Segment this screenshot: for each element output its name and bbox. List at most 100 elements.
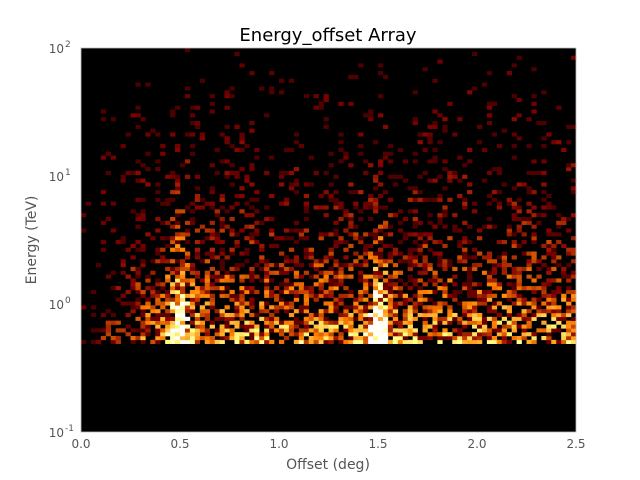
heatmap-cell: [516, 301, 522, 306]
heatmap-cell: [160, 282, 166, 287]
heatmap-cell: [417, 312, 423, 318]
heatmap-cell: [105, 216, 111, 222]
heatmap-cell: [274, 286, 280, 291]
heatmap-cell: [298, 286, 305, 291]
heatmap-cell: [184, 301, 191, 306]
heatmap-cell: [229, 247, 235, 252]
heatmap-cell: [378, 332, 384, 337]
heatmap-cell: [204, 339, 210, 344]
heatmap-cell: [239, 136, 245, 141]
heatmap-cell: [536, 312, 542, 318]
heatmap-cell: [546, 243, 552, 248]
heatmap-cell: [323, 117, 329, 122]
heatmap-cell: [234, 266, 240, 272]
heatmap-cell: [432, 320, 438, 325]
heatmap-cell: [496, 263, 503, 268]
heatmap-cell: [378, 339, 384, 344]
heatmap-cell: [338, 320, 344, 325]
heatmap-cell: [165, 339, 171, 344]
x-axis-ticks: 0.0 0.5 1.0 1.5 2.0 2.5: [71, 437, 585, 451]
heatmap-cell: [254, 228, 260, 233]
heatmap-cell: [204, 301, 210, 306]
heatmap-cell: [160, 320, 166, 325]
heatmap-cell: [170, 332, 176, 337]
heatmap-cell: [239, 228, 245, 233]
heatmap-cell: [447, 178, 453, 183]
heatmap-cell: [506, 232, 512, 237]
heatmap-cell: [531, 190, 537, 195]
heatmap-cell: [526, 170, 532, 176]
heatmap-cell: [229, 228, 235, 233]
heatmap-cell: [491, 190, 498, 195]
heatmap-cell: [184, 263, 191, 268]
heatmap-cell: [472, 282, 478, 287]
heatmap-cell: [363, 332, 369, 337]
heatmap-cell: [229, 289, 235, 295]
heatmap-cell: [412, 232, 418, 237]
heatmap-cell: [194, 255, 201, 260]
heatmap-cell: [348, 312, 354, 318]
heatmap-cell: [506, 201, 512, 206]
heatmap-cell: [234, 174, 240, 179]
heatmap-cell: [175, 301, 181, 306]
heatmap-cell: [566, 328, 572, 333]
heatmap-cell: [100, 190, 107, 195]
heatmap-cell: [115, 339, 121, 344]
heatmap-cell: [343, 155, 349, 160]
heatmap-cell: [293, 320, 300, 325]
heatmap-cell: [283, 324, 290, 329]
heatmap-cell: [343, 320, 349, 325]
heatmap-cell: [566, 247, 572, 252]
heatmap-cell: [462, 266, 468, 272]
heatmap-cell: [170, 339, 176, 344]
heatmap-cell: [392, 312, 399, 318]
heatmap-cell: [155, 336, 161, 341]
heatmap-cell: [496, 201, 503, 206]
heatmap-cell: [140, 117, 146, 122]
heatmap-cell: [219, 278, 225, 283]
heatmap-cell: [333, 228, 339, 233]
heatmap-cell: [283, 278, 290, 283]
heatmap-cell: [170, 170, 176, 176]
heatmap-cell: [551, 312, 557, 318]
heatmap-cell: [387, 159, 394, 164]
heatmap-cell: [229, 86, 235, 91]
heatmap-cell: [328, 232, 334, 237]
heatmap-cell: [382, 309, 389, 314]
heatmap-cell: [422, 243, 428, 248]
heatmap-cell: [249, 286, 255, 291]
heatmap-cell: [496, 190, 503, 195]
heatmap-cell: [422, 266, 428, 272]
heatmap-cell: [204, 293, 210, 298]
heatmap-cell: [571, 236, 577, 241]
heatmap-cell: [249, 320, 255, 325]
heatmap-cell: [175, 247, 181, 252]
heatmap-cell: [397, 240, 404, 245]
heatmap-cell: [283, 328, 290, 333]
heatmap-cell: [224, 224, 230, 229]
heatmap-cell: [180, 270, 186, 275]
heatmap-cell: [378, 228, 384, 233]
heatmap-cell: [249, 339, 255, 344]
heatmap-cell: [303, 309, 309, 314]
heatmap-cell: [417, 336, 423, 341]
heatmap-cell: [486, 201, 493, 206]
heatmap-cell: [110, 270, 116, 275]
heatmap-cell: [209, 201, 215, 206]
heatmap-cell: [333, 320, 339, 325]
heatmap-cell: [348, 213, 354, 218]
heatmap-cell: [407, 286, 413, 291]
heatmap-cell: [308, 251, 314, 256]
heatmap-cell: [511, 243, 517, 248]
heatmap-cell: [472, 209, 478, 214]
heatmap-cell: [472, 312, 478, 318]
heatmap-cell: [412, 282, 418, 287]
heatmap-cell: [353, 263, 359, 268]
heatmap-cell: [516, 228, 522, 233]
heatmap-cell: [437, 336, 443, 341]
heatmap-cell: [402, 216, 408, 222]
heatmap-cell: [120, 178, 126, 183]
heatmap-cell: [298, 289, 305, 295]
heatmap-cell: [501, 339, 507, 344]
heatmap-cell: [184, 316, 191, 321]
